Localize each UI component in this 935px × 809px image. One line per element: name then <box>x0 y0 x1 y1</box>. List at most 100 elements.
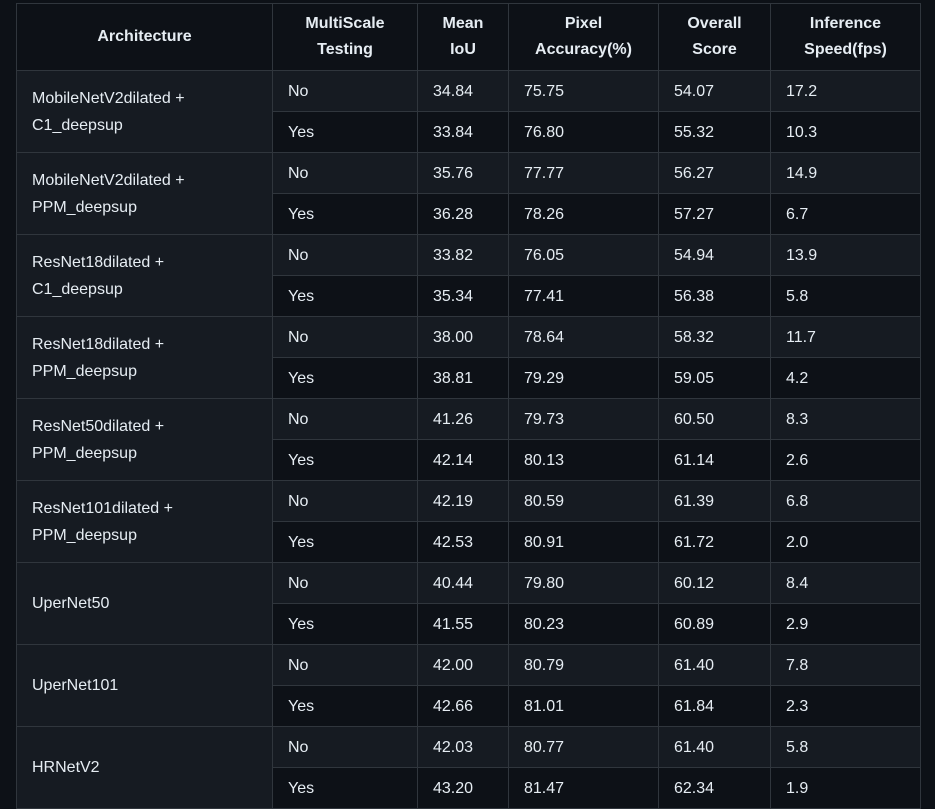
mean-iou-cell: 40.44 <box>417 562 509 604</box>
overall-score-cell: 56.27 <box>658 152 771 194</box>
architecture-cell: MobileNetV2dilated + C1_deepsup <box>16 70 273 153</box>
multiscale-cell: Yes <box>272 767 418 809</box>
table-row: MobileNetV2dilated + PPM_deepsup No 35.76 77… <box>16 152 921 235</box>
pixel-accuracy-cell: 80.77 <box>508 726 659 768</box>
table-row: Yes 35.34 77.41 56.38 5.8 <box>17 275 921 317</box>
table-body: MobileNetV2dilated + C1_deepsup No 34.84 75.… <box>16 70 921 809</box>
table-row: Yes 36.28 78.26 57.27 6.7 <box>17 193 921 235</box>
table-row: Yes 42.66 81.01 61.84 2.3 <box>17 685 921 727</box>
header-mean-iou: Mean IoU <box>417 3 509 71</box>
pixel-accuracy-cell: 76.80 <box>508 111 659 153</box>
pixel-accuracy-cell: 81.47 <box>508 767 659 809</box>
table-row: ResNet50dilated + PPM_deepsup No 41.26 79.73… <box>16 398 921 481</box>
architecture-name-line: C1_deepsup <box>32 116 123 134</box>
inference-speed-cell: 8.3 <box>770 398 921 440</box>
inference-speed-cell: 17.2 <box>770 70 921 112</box>
architecture-cell: HRNetV2 <box>16 726 273 809</box>
inference-speed-cell: 8.4 <box>770 562 921 604</box>
inference-speed-cell: 10.3 <box>770 111 921 153</box>
overall-score-cell: 54.07 <box>658 70 771 112</box>
inference-speed-cell: 4.2 <box>770 357 921 399</box>
multiscale-cell: No <box>272 480 418 522</box>
pixel-accuracy-cell: 78.26 <box>508 193 659 235</box>
multiscale-cell: No <box>272 726 418 768</box>
pixel-accuracy-cell: 80.13 <box>508 439 659 481</box>
header-multiscale-testing: MultiScale Testing <box>272 3 418 71</box>
multiscale-cell: No <box>272 70 418 112</box>
pixel-accuracy-cell: 80.59 <box>508 480 659 522</box>
inference-speed-cell: 6.8 <box>770 480 921 522</box>
overall-score-cell: 61.40 <box>658 644 771 686</box>
table-row: Yes 33.84 76.80 55.32 10.3 <box>17 111 921 153</box>
architecture-name-line: MobileNetV2dilated + <box>32 171 185 189</box>
mean-iou-cell: 42.14 <box>417 439 509 481</box>
overall-score-cell: 61.40 <box>658 726 771 768</box>
inference-speed-cell: 5.8 <box>770 726 921 768</box>
overall-score-cell: 61.72 <box>658 521 771 563</box>
multiscale-cell: Yes <box>272 603 418 645</box>
architecture-cell: MobileNetV2dilated + PPM_deepsup <box>16 152 273 235</box>
table-row: ResNet18dilated + PPM_deepsup No 38.00 78.64… <box>16 316 921 399</box>
header-overall-score: Overall Score <box>658 3 771 71</box>
table-row: ResNet101dilated + PPM_deepsup No 42.19 80.5… <box>16 480 921 563</box>
pixel-accuracy-cell: 77.41 <box>508 275 659 317</box>
overall-score-cell: 60.89 <box>658 603 771 645</box>
architecture-cell: UperNet101 <box>16 644 273 727</box>
inference-speed-cell: 7.8 <box>770 644 921 686</box>
mean-iou-cell: 38.00 <box>417 316 509 358</box>
overall-score-cell: 58.32 <box>658 316 771 358</box>
header-multiscale-testing-line: Testing <box>317 41 373 58</box>
pixel-accuracy-cell: 80.91 <box>508 521 659 563</box>
multiscale-cell: No <box>272 398 418 440</box>
mean-iou-cell: 43.20 <box>417 767 509 809</box>
header-inference-speed-line: Inference <box>809 15 882 32</box>
results-table: Architecture MultiScale Testing Mean IoU Pixe… <box>16 3 921 809</box>
mean-iou-cell: 42.66 <box>417 685 509 727</box>
header-architecture: Architecture <box>16 3 273 71</box>
overall-score-cell: 56.38 <box>658 275 771 317</box>
multiscale-cell: Yes <box>272 521 418 563</box>
inference-speed-cell: 11.7 <box>770 316 921 358</box>
architecture-name-line: UperNet101 <box>32 677 119 694</box>
mean-iou-cell: 42.19 <box>417 480 509 522</box>
header-overall-score-line: Score <box>692 41 737 58</box>
pixel-accuracy-cell: 75.75 <box>508 70 659 112</box>
mean-iou-cell: 33.84 <box>417 111 509 153</box>
mean-iou-cell: 42.53 <box>417 521 509 563</box>
architecture-name-line: HRNetV2 <box>32 759 100 776</box>
mean-iou-cell: 35.76 <box>417 152 509 194</box>
header-row: Architecture MultiScale Testing Mean IoU Pixe… <box>16 3 921 71</box>
mean-iou-cell: 42.03 <box>417 726 509 768</box>
header-pixel-accuracy-line: Accuracy(%) <box>535 41 632 58</box>
pixel-accuracy-cell: 80.23 <box>508 603 659 645</box>
table-row: UperNet50 No 40.44 79.80 60.12 8.4 <box>16 562 921 645</box>
table-row: Yes 41.55 80.23 60.89 2.9 <box>17 603 921 645</box>
pixel-accuracy-cell: 80.79 <box>508 644 659 686</box>
overall-score-cell: 59.05 <box>658 357 771 399</box>
pixel-accuracy-cell: 79.29 <box>508 357 659 399</box>
header-mean-iou-line: IoU <box>450 41 476 58</box>
pixel-accuracy-cell: 77.77 <box>508 152 659 194</box>
architecture-name-line: C1_deepsup <box>32 280 123 298</box>
overall-score-cell: 61.14 <box>658 439 771 481</box>
table-row: UperNet101 No 42.00 80.79 61.40 7.8 <box>16 644 921 727</box>
overall-score-cell: 61.39 <box>658 480 771 522</box>
overall-score-cell: 60.50 <box>658 398 771 440</box>
multiscale-cell: Yes <box>272 357 418 399</box>
header-overall-score-line: Overall <box>687 15 742 32</box>
mean-iou-cell: 36.28 <box>417 193 509 235</box>
table-row: Yes 38.81 79.29 59.05 4.2 <box>17 357 921 399</box>
multiscale-cell: Yes <box>272 439 418 481</box>
architecture-name-line: ResNet18dilated + <box>32 335 165 353</box>
architecture-cell: UperNet50 <box>16 562 273 645</box>
mean-iou-cell: 42.00 <box>417 644 509 686</box>
multiscale-cell: Yes <box>272 275 418 317</box>
architecture-name-line: PPM_deepsup <box>32 362 137 380</box>
architecture-name-line: PPM_deepsup <box>32 444 137 462</box>
overall-score-cell: 57.27 <box>658 193 771 235</box>
architecture-name-line: MobileNetV2dilated + <box>32 89 185 107</box>
mean-iou-cell: 33.82 <box>417 234 509 276</box>
multiscale-cell: No <box>272 316 418 358</box>
inference-speed-cell: 13.9 <box>770 234 921 276</box>
architecture-name-line: ResNet101dilated + <box>32 499 173 517</box>
